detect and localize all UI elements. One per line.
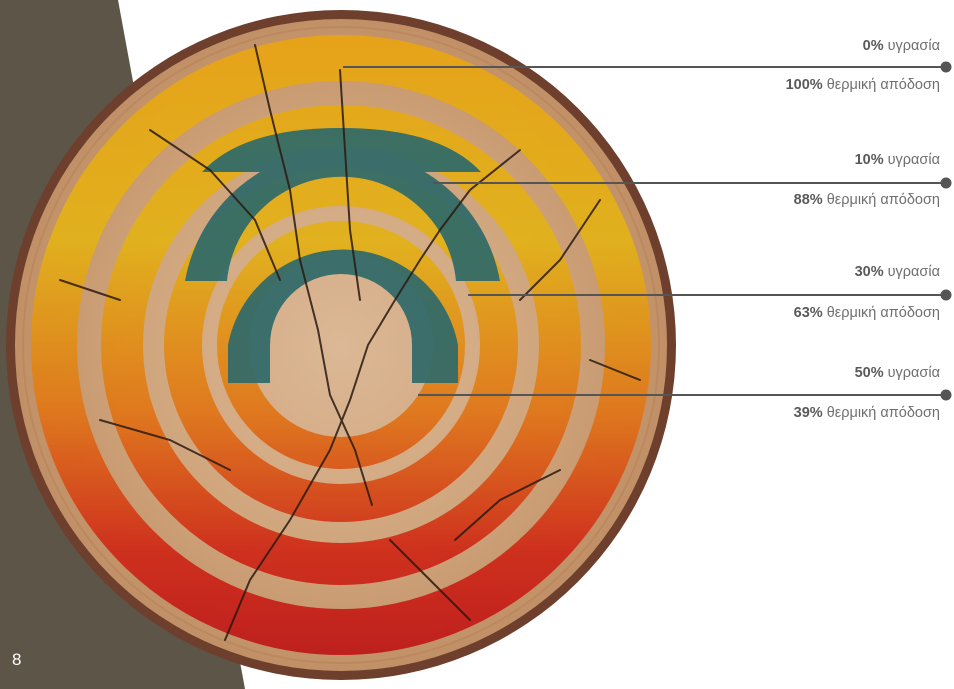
efficiency-value: 88% [793, 192, 823, 208]
efficiency-value: 39% [793, 405, 823, 421]
moisture-value: 10% [854, 152, 884, 168]
page-number: 8 [12, 650, 22, 669]
callout-efficiency-39: 39% θερμική απόδοση [794, 404, 940, 422]
moisture-label: υγρασία [887, 38, 940, 54]
efficiency-value: 100% [785, 77, 823, 93]
efficiency-label: θερμική απόδοση [826, 405, 940, 421]
wood-cracks [59, 44, 641, 641]
moisture-value: 30% [854, 264, 884, 280]
callout-efficiency-100: 100% θερμική απόδοση [786, 76, 940, 94]
callout-efficiency-63: 63% θερμική απόδοση [794, 304, 940, 322]
callout-moisture-50: 50% υγρασία [855, 364, 940, 382]
moisture-value: 0% [862, 38, 884, 54]
leader-lines [343, 61, 952, 401]
efficiency-label: θερμική απόδοση [826, 77, 940, 93]
efficiency-value: 63% [793, 305, 823, 321]
callout-moisture-0: 0% υγρασία [863, 37, 940, 55]
callout-moisture-10: 10% υγρασία [855, 151, 940, 169]
moisture-label: υγρασία [887, 264, 940, 280]
efficiency-label: θερμική απόδοση [826, 305, 940, 321]
moisture-value: 50% [854, 365, 884, 381]
teal-arcs [185, 128, 500, 383]
moisture-label: υγρασία [887, 152, 940, 168]
moisture-label: υγρασία [887, 365, 940, 381]
callout-efficiency-88: 88% θερμική απόδοση [794, 191, 940, 209]
efficiency-label: θερμική απόδοση [826, 192, 940, 208]
callout-moisture-30: 30% υγρασία [855, 263, 940, 281]
